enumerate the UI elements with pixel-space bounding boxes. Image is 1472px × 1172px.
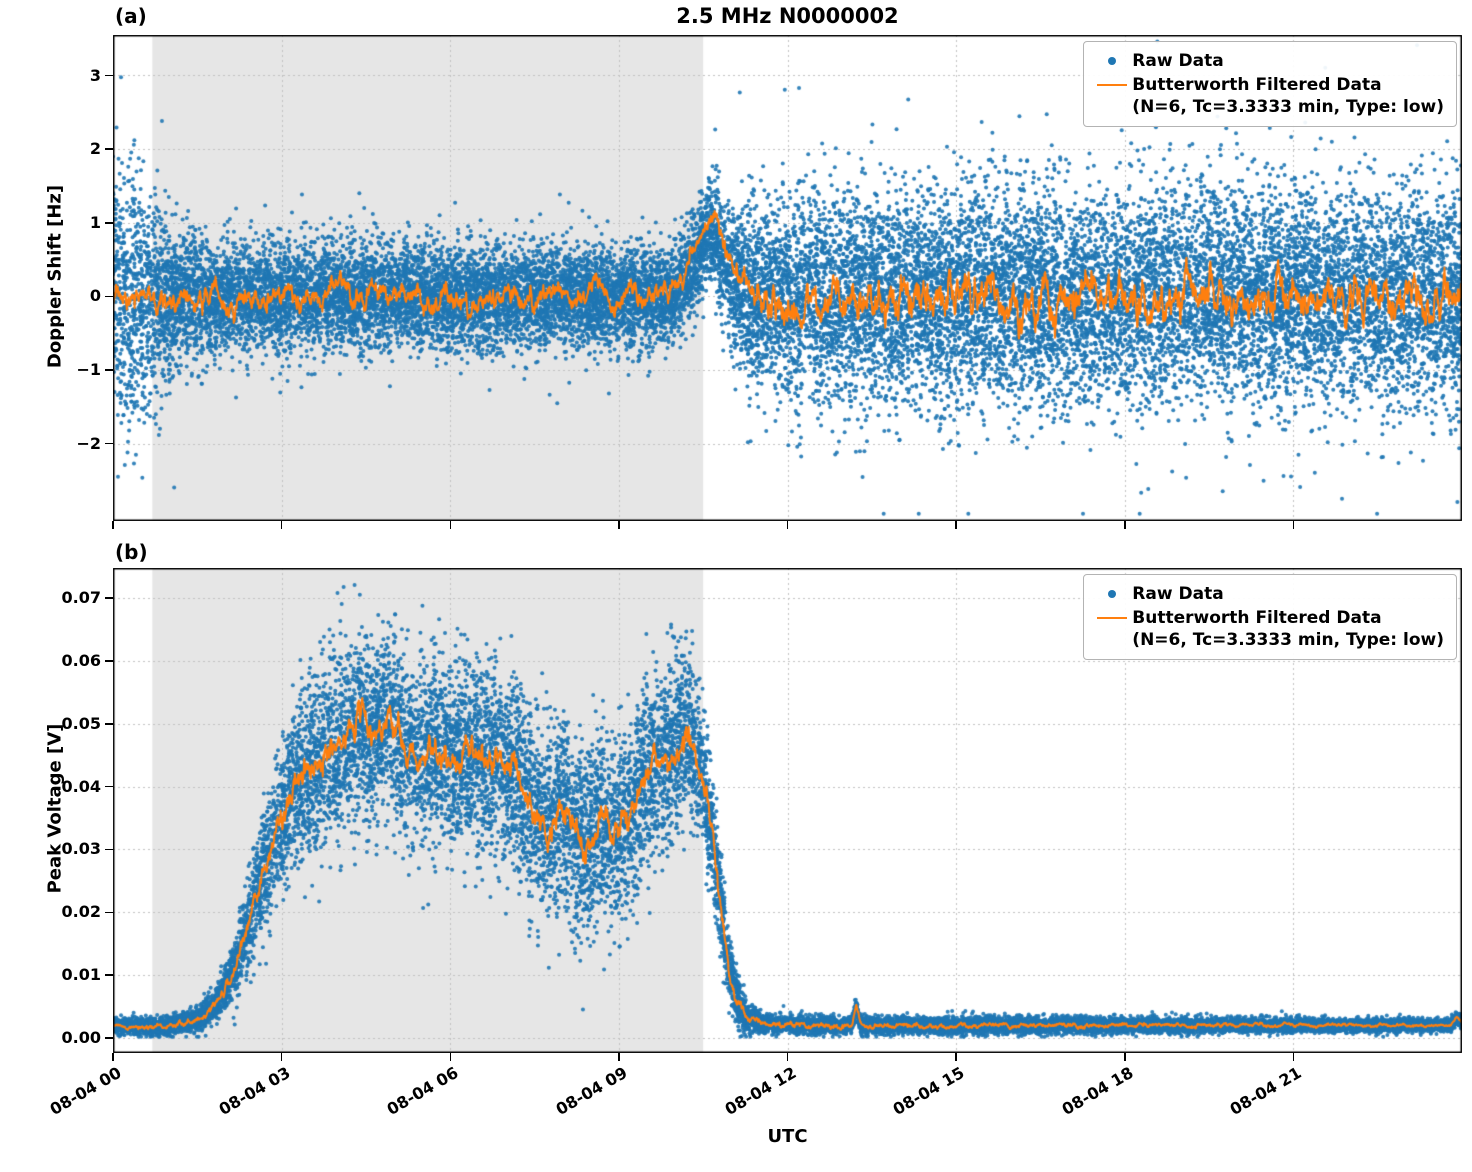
legend-entry-raw: Raw Data [1092,583,1444,605]
y-tick-mark [105,222,113,224]
x-tick-mark [786,521,789,529]
x-tick-label: 08-04 03 [215,1063,294,1119]
x-tick-mark [955,521,957,529]
y-tick-mark [105,148,113,150]
legend-entry-filtered: Butterworth Filtered Data (N=6, Tc=3.333… [1092,607,1444,651]
raw-data-marker-icon [1092,50,1132,72]
filtered-line-marker-icon [1092,74,1132,96]
x-tick-label: 08-04 12 [721,1063,799,1119]
x-tick-mark [280,1053,283,1061]
filtered-line-marker-icon [1092,607,1132,629]
y-tick-label: 0.07 [61,588,101,608]
y-tick-label: 3 [89,65,101,85]
y-tick-mark [105,911,113,914]
panel-b-label: (b) [115,540,148,564]
x-tick-mark [1124,1053,1126,1061]
y-tick-label: 2 [89,139,101,159]
x-tick-mark [618,521,620,529]
y-tick-label: 0.06 [61,650,101,670]
x-tick-mark [112,521,114,529]
legend-raw-label: Raw Data [1132,51,1224,71]
x-axis-label: UTC [767,1126,808,1147]
y-tick-mark [105,974,113,976]
y-tick-mark [105,597,113,599]
y-tick-mark [105,369,113,371]
legend-raw-label: Raw Data [1132,584,1224,604]
legend-entry-raw: Raw Data [1092,50,1444,72]
legend-filtered-label-line2: (N=6, Tc=3.3333 min, Type: low) [1132,630,1444,651]
y-tick-mark [105,442,113,445]
y-tick-label: −1 [76,360,101,380]
y-tick-label: 1 [89,212,101,232]
x-tick-mark [1124,521,1126,529]
x-tick-label: 08-04 15 [889,1063,968,1119]
y-tick-label: −2 [76,433,101,453]
y-tick-mark [105,848,113,851]
legend-entry-filtered: Butterworth Filtered Data (N=6, Tc=3.333… [1092,74,1444,118]
legend-filtered-label-line2: (N=6, Tc=3.3333 min, Type: low) [1132,97,1444,118]
y-tick-label: 0 [89,286,101,306]
x-tick-mark [449,1053,451,1061]
x-tick-mark [618,1053,620,1061]
y-tick-label: 0.05 [61,713,101,733]
y-tick-label: 0.00 [61,1027,101,1047]
legend-filtered-label-line1: Butterworth Filtered Data [1132,75,1382,96]
y-tick-mark [105,295,113,298]
x-tick-mark [786,1053,789,1061]
y-tick-mark [105,723,113,725]
panel-b-legend: Raw Data Butterworth Filtered Data (N=6,… [1083,574,1457,661]
y-tick-label: 0.01 [61,965,101,985]
panel-a-plot: Raw Data Butterworth Filtered Data (N=6,… [113,35,1462,521]
x-tick-mark [449,521,451,529]
x-tick-mark [1292,521,1295,529]
raw-data-marker-icon [1092,583,1132,605]
y-tick-mark [105,785,113,788]
panel-b-plot: Raw Data Butterworth Filtered Data (N=6,… [113,568,1462,1053]
x-tick-label: 08-04 09 [552,1063,631,1119]
x-tick-label: 08-04 21 [1226,1063,1305,1119]
y-tick-mark [105,74,113,77]
y-tick-label: 0.03 [61,839,101,859]
panel-a-label: (a) [115,4,147,28]
x-tick-label: 08-04 00 [46,1063,125,1119]
y-tick-label: 0.02 [61,902,101,922]
x-tick-mark [1292,1053,1295,1061]
x-tick-mark [280,521,283,529]
x-tick-label: 08-04 18 [1058,1063,1137,1119]
y-tick-label: 0.04 [61,776,101,796]
figure-title: 2.5 MHz N0000002 [676,4,899,28]
x-tick-label: 08-04 06 [383,1063,462,1119]
y-tick-mark [105,1037,113,1039]
panel-a-legend: Raw Data Butterworth Filtered Data (N=6,… [1083,41,1457,128]
panel-a-ylabel: Doppler Shift [Hz] [44,184,66,369]
x-tick-mark [955,1053,957,1061]
x-tick-mark [112,1053,114,1061]
y-tick-mark [105,660,113,662]
legend-filtered-label-line1: Butterworth Filtered Data [1132,608,1382,629]
